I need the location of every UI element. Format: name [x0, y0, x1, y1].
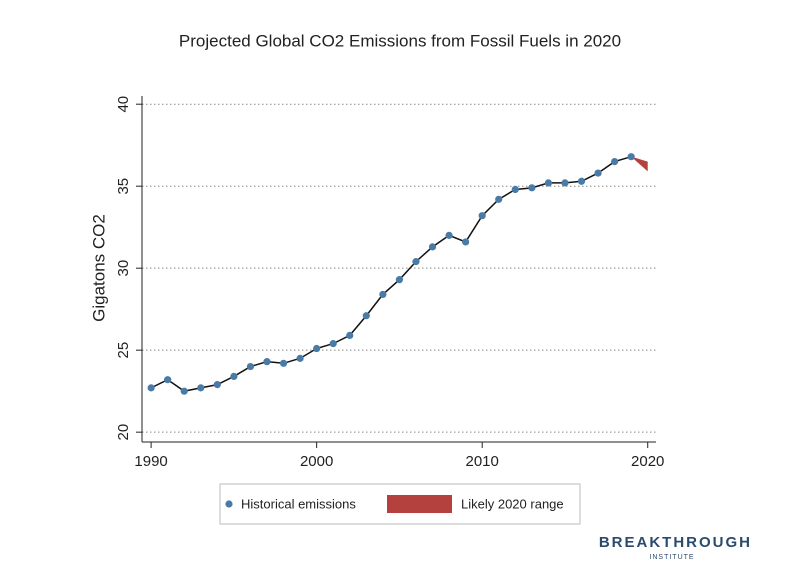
data-point — [478, 212, 486, 220]
logo-sub: INSTITUTE — [649, 554, 694, 561]
data-point — [296, 354, 304, 362]
data-point — [611, 157, 619, 166]
data-point — [213, 381, 221, 389]
data-point — [445, 231, 453, 239]
logo-name: BREAKTHROUGH — [599, 534, 752, 551]
data-point — [147, 384, 155, 392]
y-tick-label: 25 — [115, 342, 132, 359]
data-point — [346, 331, 354, 340]
data-point — [594, 169, 602, 177]
x-tick-label: 2010 — [465, 453, 498, 470]
y-tick-label: 40 — [115, 96, 132, 113]
data-point — [164, 376, 172, 384]
x-tick-label: 1990 — [134, 453, 167, 470]
x-tick-label: 2020 — [631, 453, 664, 470]
x-tick-label: 2000 — [300, 453, 333, 470]
legend-swatch — [387, 495, 452, 513]
data-point — [329, 340, 337, 348]
y-tick-label: 30 — [115, 260, 132, 277]
data-point — [528, 184, 536, 192]
data-point — [246, 362, 255, 371]
y-axis-label: Gigatons CO2 — [89, 214, 108, 322]
data-point — [362, 312, 370, 320]
data-point — [495, 195, 503, 203]
legend-label: Likely 2020 range — [461, 496, 564, 511]
data-point — [544, 179, 552, 187]
data-point — [279, 359, 288, 367]
legend-label: Historical emissions — [241, 496, 356, 511]
y-tick-label: 35 — [115, 178, 132, 195]
data-point — [197, 384, 205, 392]
range-area — [631, 156, 648, 172]
data-point — [428, 243, 437, 251]
y-tick-label: 20 — [115, 424, 132, 441]
data-point — [627, 153, 635, 161]
data-point — [379, 290, 387, 299]
data-point — [412, 258, 420, 266]
legend-marker — [225, 500, 233, 508]
data-point — [511, 185, 519, 194]
data-point — [263, 358, 271, 366]
data-point — [561, 179, 569, 187]
data-point — [230, 372, 238, 381]
data-point — [395, 276, 404, 284]
series-line — [150, 155, 632, 392]
data-point — [577, 177, 586, 185]
data-point — [313, 344, 321, 353]
data-point — [180, 387, 188, 395]
data-point — [462, 238, 470, 246]
chart-title: Projected Global CO2 Emissions from Foss… — [179, 31, 621, 50]
